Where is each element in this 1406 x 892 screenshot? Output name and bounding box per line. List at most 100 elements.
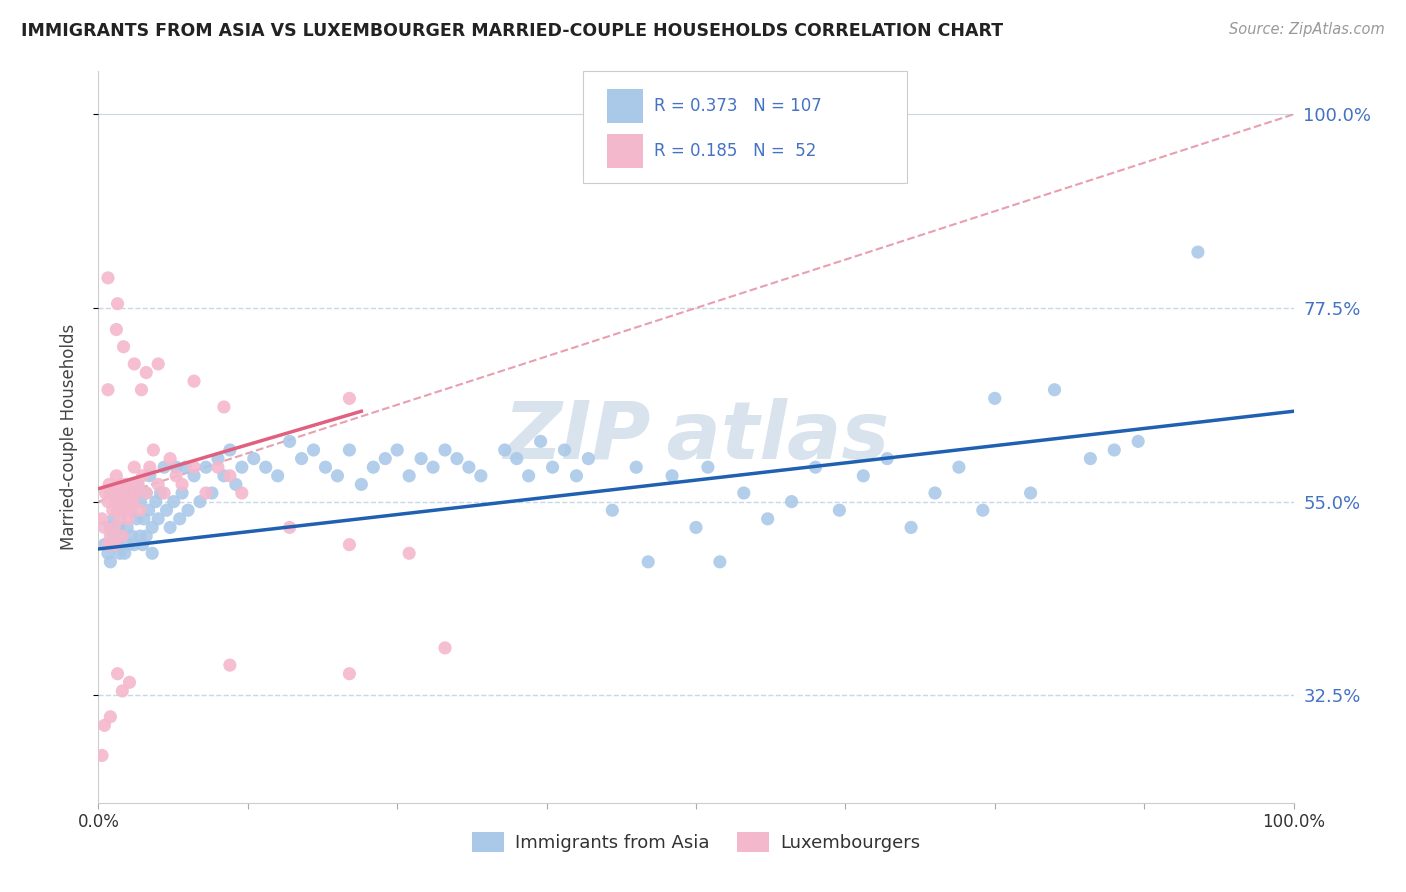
Point — [697, 460, 720, 475]
Point — [1104, 442, 1126, 457]
Point — [103, 512, 125, 526]
Point — [385, 442, 409, 457]
Point — [139, 460, 162, 475]
Point — [142, 442, 165, 457]
Point — [159, 520, 181, 534]
Point — [278, 434, 301, 449]
Point — [153, 486, 176, 500]
Point — [124, 486, 146, 500]
Point — [112, 340, 135, 354]
Point — [900, 520, 922, 534]
Point — [1128, 434, 1150, 449]
Point — [183, 460, 205, 475]
Point — [212, 468, 235, 483]
Legend: Immigrants from Asia, Luxembourgers: Immigrants from Asia, Luxembourgers — [464, 824, 928, 860]
Point — [554, 442, 576, 457]
Point — [434, 442, 457, 457]
Point — [148, 357, 170, 371]
Point — [207, 451, 229, 466]
Point — [131, 538, 153, 552]
Point — [121, 529, 143, 543]
Text: R = 0.373   N = 107: R = 0.373 N = 107 — [654, 96, 821, 115]
Point — [165, 460, 187, 475]
Point — [114, 503, 136, 517]
Point — [127, 477, 149, 491]
Point — [131, 468, 153, 483]
Point — [733, 486, 755, 500]
Point — [132, 512, 155, 526]
Point — [422, 460, 444, 475]
Point — [117, 486, 139, 500]
Point — [93, 538, 115, 552]
Point — [135, 486, 157, 500]
Point — [91, 748, 114, 763]
Point — [93, 718, 115, 732]
Point — [201, 486, 224, 500]
Point — [541, 460, 564, 475]
Point — [267, 468, 290, 483]
Point — [114, 503, 136, 517]
Point — [339, 538, 361, 552]
Point — [105, 494, 128, 508]
Point — [104, 538, 127, 552]
Point — [363, 460, 385, 475]
Point — [107, 520, 129, 534]
Point — [411, 451, 433, 466]
Point — [517, 468, 540, 483]
Point — [172, 486, 194, 500]
Point — [145, 494, 167, 508]
Point — [112, 494, 135, 508]
Point — [948, 460, 970, 475]
Point — [339, 442, 361, 457]
Point — [148, 477, 170, 491]
Point — [339, 666, 361, 681]
Point — [195, 460, 218, 475]
Point — [709, 555, 731, 569]
Text: IMMIGRANTS FROM ASIA VS LUXEMBOURGER MARRIED-COUPLE HOUSEHOLDS CORRELATION CHART: IMMIGRANTS FROM ASIA VS LUXEMBOURGER MAR… — [21, 22, 1004, 40]
Point — [183, 468, 205, 483]
Point — [105, 468, 128, 483]
Point — [149, 486, 172, 500]
Point — [108, 512, 131, 526]
Point — [972, 503, 994, 517]
Point — [93, 520, 115, 534]
Point — [129, 529, 152, 543]
Point — [131, 383, 153, 397]
Point — [374, 451, 396, 466]
Point — [115, 520, 138, 534]
Point — [97, 538, 120, 552]
Point — [458, 460, 481, 475]
Point — [163, 494, 186, 508]
Point — [117, 512, 139, 526]
Point — [97, 271, 120, 285]
Point — [446, 451, 468, 466]
Point — [105, 538, 128, 552]
Point — [1043, 383, 1066, 397]
Point — [243, 451, 266, 466]
Point — [685, 520, 707, 534]
Point — [470, 468, 492, 483]
Point — [174, 460, 197, 475]
Point — [141, 546, 163, 560]
Point — [183, 374, 205, 388]
Point — [124, 486, 146, 500]
Point — [124, 538, 146, 552]
Point — [984, 392, 1007, 406]
Point — [398, 468, 420, 483]
Point — [107, 503, 129, 517]
Point — [530, 434, 553, 449]
Point — [494, 442, 516, 457]
Point — [169, 512, 191, 526]
Point — [578, 451, 600, 466]
Point — [876, 451, 898, 466]
Point — [1187, 245, 1209, 260]
Point — [98, 710, 122, 724]
Point — [98, 477, 121, 491]
Point — [124, 460, 146, 475]
Point — [120, 503, 142, 517]
Point — [111, 529, 134, 543]
Point — [97, 494, 120, 508]
Point — [165, 468, 187, 483]
Point — [565, 468, 588, 483]
Point — [141, 520, 163, 534]
